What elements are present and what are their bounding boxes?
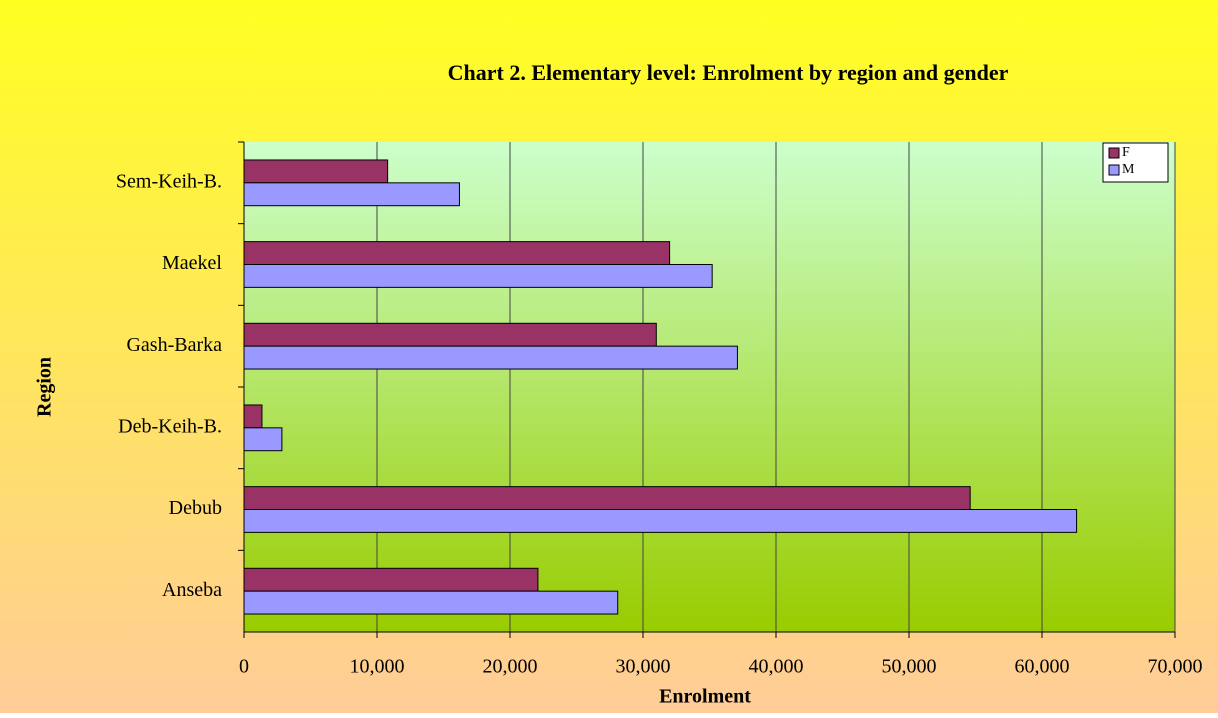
y-tick-label: Maekel: [162, 252, 222, 274]
x-tick-label: 0: [239, 656, 249, 678]
bar: [243, 322, 657, 347]
legend-swatch: [1108, 164, 1120, 176]
bar: [243, 427, 283, 452]
y-tick-label: Deb-Keih-B.: [118, 415, 222, 437]
y-tick-label: Sem-Keih-B.: [116, 170, 222, 192]
x-tick-label: 10,000: [350, 656, 405, 678]
legend-label: M: [1122, 162, 1135, 177]
bar: [243, 404, 263, 429]
legend-swatch: [1108, 147, 1120, 159]
x-tick-label: 40,000: [749, 656, 804, 678]
bar: [243, 567, 539, 592]
bar: [243, 182, 460, 207]
plot-area: [244, 142, 1175, 632]
x-tick-label: 20,000: [483, 656, 538, 678]
y-tick-label: Debub: [169, 497, 222, 519]
bar: [243, 345, 738, 370]
bar: [243, 486, 971, 510]
legend-label: F: [1122, 145, 1130, 160]
bar: [243, 590, 619, 615]
y-tick-label: Gash-Barka: [126, 334, 222, 356]
y-tick-label: Anseba: [162, 579, 222, 601]
x-axis-title: Enrolment: [659, 686, 751, 708]
x-tick-label: 30,000: [616, 656, 671, 678]
bar: [243, 241, 671, 265]
chart-title: Chart 2. Elementary level: Enrolment by …: [448, 60, 1009, 85]
x-tick-label: 70,000: [1148, 656, 1203, 678]
x-tick-label: 50,000: [882, 656, 937, 678]
bar: [243, 264, 713, 288]
x-tick-label: 60,000: [1015, 656, 1070, 678]
bar: [243, 159, 389, 184]
bar: [243, 509, 1078, 533]
y-axis-title: Region: [34, 357, 56, 417]
